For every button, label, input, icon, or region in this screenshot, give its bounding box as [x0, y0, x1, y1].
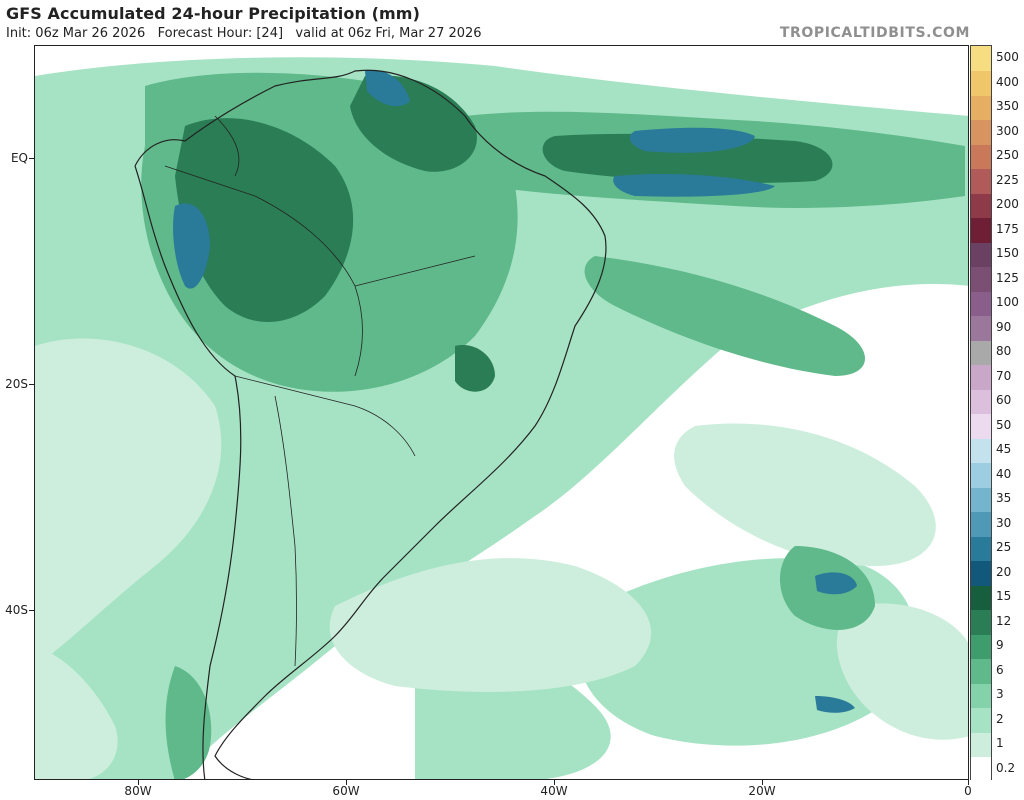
forecast-info: Init: 06z Mar 26 2026 Forecast Hour: [24…: [6, 26, 482, 41]
colorbar-label-125: 125: [996, 270, 1019, 285]
colorbar-label-90: 90: [996, 319, 1012, 334]
colorbar-segment-45: [971, 438, 991, 463]
lon-tick-40w: [554, 780, 555, 785]
precip-layer-intense: [173, 70, 857, 713]
colorbar-label-25: 25: [996, 540, 1012, 555]
colorbar-segment-175: [971, 217, 991, 243]
colorbar-segment-1: [971, 732, 991, 757]
colorbar-segment-125: [971, 266, 991, 292]
lon-tick-20w: [762, 780, 763, 785]
colorbar-label-50: 50: [996, 417, 1012, 432]
lat-label-20s: 20S: [5, 377, 28, 391]
colorbar-label-45: 45: [996, 442, 1012, 457]
lon-tick-80w: [138, 780, 139, 785]
lat-tick-40s: [29, 610, 34, 611]
colorbar-segment-0.2: [971, 756, 991, 782]
colorbar-segment-9: [971, 634, 991, 659]
colorbar-segment-6: [971, 658, 991, 684]
lat-label-40s: 40S: [5, 603, 28, 617]
colorbar-segment-60: [971, 389, 991, 414]
colorbar-label-100: 100: [996, 295, 1019, 310]
colorbar-segment-70: [971, 364, 991, 390]
lon-label-20w: 20W: [748, 784, 776, 798]
colorbar-segment-30: [971, 511, 991, 537]
colorbar-segment-35: [971, 487, 991, 512]
colorbar-segment-80: [971, 340, 991, 365]
map-canvas: [35, 57, 968, 779]
colorbar-segment-250: [971, 144, 991, 169]
lon-label-0: 0: [964, 784, 972, 798]
colorbar-label-225: 225: [996, 172, 1019, 187]
colorbar-segment-15: [971, 585, 991, 610]
colorbar-segment-20: [971, 560, 991, 586]
colorbar-segment-25: [971, 536, 991, 561]
colorbar-label-250: 250: [996, 148, 1019, 163]
colorbar-segment-350: [971, 95, 991, 120]
lon-tick-0: [968, 780, 969, 785]
precipitation-colorbar: [970, 45, 992, 782]
colorbar-label-2: 2: [996, 711, 1004, 726]
colorbar-label-40: 40: [996, 466, 1012, 481]
colorbar-label-150: 150: [996, 246, 1019, 261]
colorbar-segment-12: [971, 609, 991, 635]
lon-label-40w: 40W: [540, 784, 568, 798]
colorbar-segment-100: [971, 291, 991, 316]
precipitation-map: [34, 45, 969, 780]
colorbar-segment-40: [971, 462, 991, 488]
colorbar-segment-2: [971, 707, 991, 733]
lon-tick-60w: [346, 780, 347, 785]
colorbar-label-500: 500: [996, 50, 1019, 65]
brand-logo-text: TROPICALTIDBITS.COM: [779, 25, 970, 41]
colorbar-label-12: 12: [996, 613, 1012, 628]
colorbar-segment-150: [971, 242, 991, 267]
lat-label-eq: EQ: [10, 151, 28, 165]
colorbar-label-15: 15: [996, 589, 1012, 604]
colorbar-segment-50: [971, 413, 991, 439]
precip-layer-pale: [35, 338, 968, 779]
colorbar-segment-225: [971, 168, 991, 194]
colorbar-label-175: 175: [996, 221, 1019, 236]
colorbar-label-400: 400: [996, 74, 1019, 89]
colorbar-label-350: 350: [996, 99, 1019, 114]
chart-title: GFS Accumulated 24-hour Precipitation (m…: [6, 4, 420, 23]
lon-label-60w: 60W: [332, 784, 360, 798]
lat-tick-20s: [29, 384, 34, 385]
colorbar-segment-400: [971, 70, 991, 96]
coastlines: [134, 69, 607, 779]
country-borders: [164, 115, 476, 667]
colorbar-segment-3: [971, 683, 991, 708]
colorbar-label-60: 60: [996, 393, 1012, 408]
colorbar-label-30: 30: [996, 515, 1012, 530]
colorbar-label-1: 1: [996, 736, 1004, 751]
colorbar-label-6: 6: [996, 662, 1004, 677]
colorbar-label-9: 9: [996, 638, 1004, 653]
lat-tick-eq: [29, 158, 34, 159]
colorbar-label-70: 70: [996, 368, 1012, 383]
colorbar-label-80: 80: [996, 344, 1012, 359]
colorbar-label-3: 3: [996, 687, 1004, 702]
colorbar-label-0.2: 0.2: [996, 760, 1016, 775]
colorbar-label-200: 200: [996, 197, 1019, 212]
colorbar-label-300: 300: [996, 123, 1019, 138]
colorbar-segment-500: [971, 46, 991, 71]
lon-label-80w: 80W: [124, 784, 152, 798]
colorbar-label-20: 20: [996, 564, 1012, 579]
colorbar-segment-90: [971, 315, 991, 341]
colorbar-segment-200: [971, 193, 991, 218]
colorbar-segment-300: [971, 119, 991, 145]
colorbar-label-35: 35: [996, 491, 1012, 506]
